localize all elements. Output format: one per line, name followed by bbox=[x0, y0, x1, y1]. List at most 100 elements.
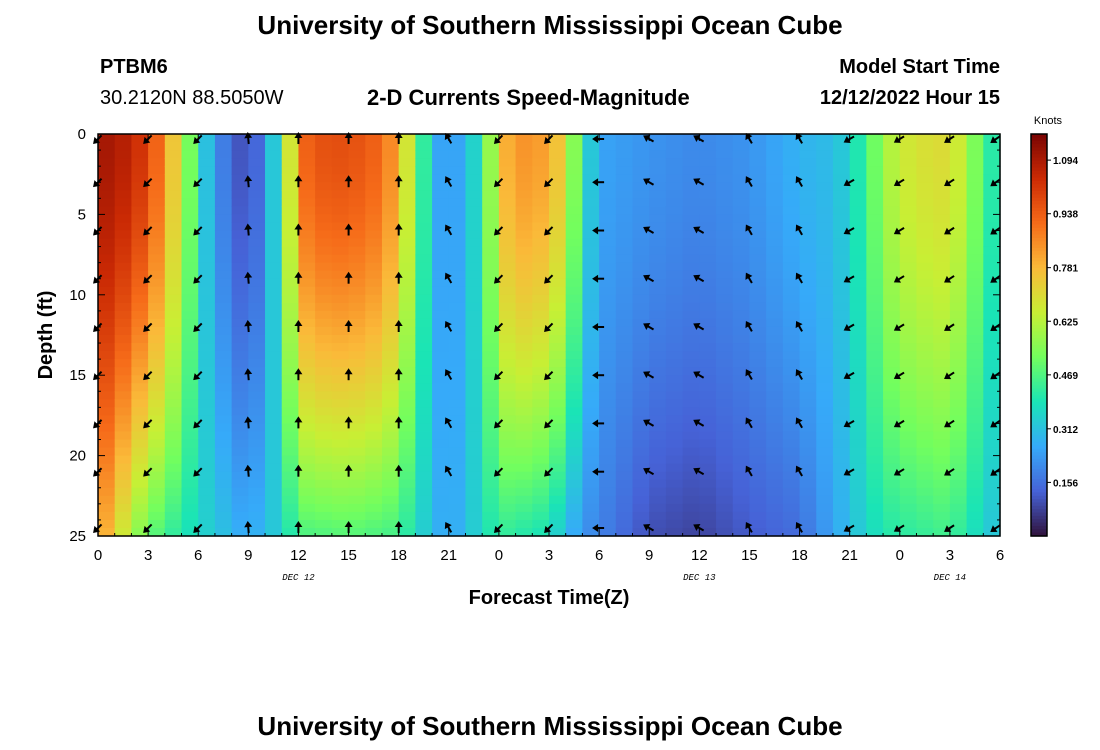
current-arrow bbox=[544, 419, 554, 429]
heatmap-cell bbox=[599, 262, 617, 272]
heatmap-cell bbox=[615, 351, 634, 360]
heatmap-cell bbox=[331, 246, 350, 256]
heatmap-cell bbox=[899, 246, 918, 256]
heatmap-cell bbox=[565, 302, 583, 312]
current-arrow bbox=[143, 467, 153, 477]
current-arrow bbox=[990, 226, 1001, 235]
heatmap-cell bbox=[799, 190, 817, 199]
heatmap-cell bbox=[532, 174, 550, 183]
heatmap-cell bbox=[899, 335, 918, 344]
heatmap-cell bbox=[515, 238, 533, 248]
colorbar-segment bbox=[1031, 217, 1047, 222]
heatmap-cell bbox=[899, 399, 918, 408]
heatmap-cell bbox=[649, 238, 667, 248]
heatmap-cell bbox=[131, 407, 149, 416]
heatmap-cell bbox=[565, 495, 583, 505]
heatmap-cell bbox=[398, 359, 416, 368]
heatmap-cell bbox=[816, 182, 834, 191]
heatmap-cell bbox=[649, 463, 667, 473]
heatmap-cell bbox=[933, 391, 951, 400]
heatmap-cell bbox=[665, 431, 684, 441]
heatmap-cell bbox=[281, 335, 300, 344]
heatmap-cell bbox=[866, 359, 884, 368]
heatmap-cell bbox=[883, 519, 901, 529]
heatmap-cell bbox=[331, 487, 350, 497]
heatmap-cell bbox=[549, 318, 567, 328]
heatmap-cell bbox=[98, 495, 116, 505]
heatmap-cell bbox=[198, 383, 216, 392]
heatmap-cell bbox=[949, 150, 968, 159]
heatmap-cell bbox=[315, 134, 333, 143]
heatmap-cell bbox=[966, 190, 984, 199]
heatmap-cell bbox=[732, 142, 751, 151]
heatmap-cell bbox=[331, 391, 350, 400]
heatmap-cell bbox=[231, 182, 249, 191]
heatmap-cell bbox=[148, 254, 166, 264]
heatmap-cell bbox=[365, 463, 383, 473]
x-tick-label: 21 bbox=[841, 547, 858, 564]
heatmap-cell bbox=[883, 278, 901, 288]
heatmap-cell bbox=[732, 190, 751, 199]
heatmap-cell bbox=[381, 391, 400, 400]
heatmap-cell bbox=[649, 222, 667, 232]
heatmap-cell bbox=[983, 150, 1001, 159]
heatmap-cell bbox=[799, 455, 817, 465]
heatmap-cell bbox=[498, 182, 517, 191]
heatmap-cell bbox=[365, 142, 383, 151]
heatmap-cell bbox=[816, 375, 834, 384]
heatmap-cell bbox=[131, 471, 149, 481]
heatmap-cell bbox=[716, 254, 734, 264]
heatmap-cell bbox=[131, 439, 149, 449]
heatmap-cell bbox=[214, 190, 233, 199]
x-tick-label: 18 bbox=[791, 547, 808, 564]
heatmap-cell bbox=[532, 471, 550, 481]
heatmap-cell bbox=[549, 214, 567, 224]
heatmap-cell bbox=[849, 142, 867, 151]
current-arrow bbox=[592, 371, 605, 380]
heatmap-cell bbox=[916, 447, 934, 457]
heatmap-cell bbox=[849, 166, 867, 175]
heatmap-cell bbox=[832, 134, 851, 143]
heatmap-cell bbox=[866, 278, 884, 288]
heatmap-cell bbox=[298, 455, 316, 465]
heatmap-cell bbox=[515, 391, 533, 400]
heatmap-cell bbox=[415, 190, 433, 199]
heatmap-cell bbox=[816, 407, 834, 416]
heatmap-cell bbox=[498, 431, 517, 441]
heatmap-cell bbox=[398, 383, 416, 392]
heatmap-cell bbox=[198, 367, 216, 376]
heatmap-cell bbox=[181, 294, 199, 304]
heatmap-cell bbox=[415, 503, 433, 513]
heatmap-cell bbox=[231, 318, 249, 328]
current-arrow bbox=[493, 322, 504, 332]
heatmap-cell bbox=[949, 134, 968, 143]
heatmap-cell bbox=[849, 423, 867, 433]
colorbar-segment bbox=[1031, 301, 1047, 306]
heatmap-cell bbox=[916, 254, 934, 264]
heatmap-cell bbox=[198, 182, 216, 191]
heatmap-cell bbox=[966, 487, 984, 497]
heatmap-cell bbox=[448, 270, 467, 280]
heatmap-cell bbox=[98, 214, 116, 224]
heatmap-cell bbox=[148, 174, 166, 183]
heatmap-cell bbox=[766, 198, 784, 207]
heatmap-cell bbox=[665, 326, 684, 336]
heatmap-cell bbox=[682, 503, 700, 513]
heatmap-cell bbox=[498, 318, 517, 328]
heatmap-cell bbox=[983, 359, 1001, 368]
current-arrow bbox=[344, 416, 353, 429]
x-tick-label: 6 bbox=[194, 547, 202, 564]
heatmap-cell bbox=[181, 198, 199, 207]
heatmap-cell bbox=[465, 367, 483, 376]
heatmap-cell bbox=[231, 527, 249, 537]
heatmap-cell bbox=[849, 391, 867, 400]
heatmap-cell bbox=[181, 447, 199, 457]
x-tick-label: 3 bbox=[946, 547, 954, 564]
heatmap-cell bbox=[98, 487, 116, 497]
heatmap-cell bbox=[599, 511, 617, 521]
heatmap-cell bbox=[515, 495, 533, 505]
heatmap-cell bbox=[231, 214, 249, 224]
heatmap-cell bbox=[849, 206, 867, 215]
heatmap-cell bbox=[966, 310, 984, 320]
heatmap-cell bbox=[682, 270, 700, 280]
